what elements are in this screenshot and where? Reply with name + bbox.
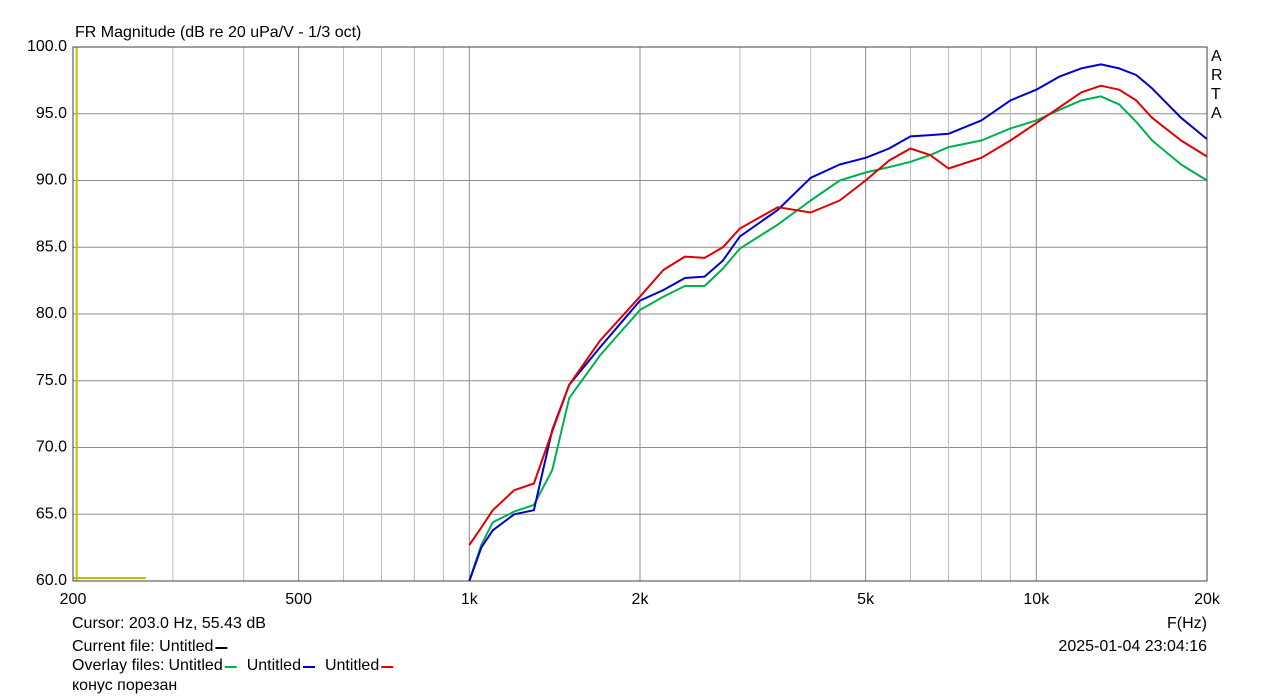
legend-label: Untitled xyxy=(247,657,301,674)
y-tick-label: 65.0 xyxy=(36,505,67,522)
note: конус порезан xyxy=(72,677,177,694)
x-tick-label: 1k xyxy=(461,591,479,608)
cursor-readout: Cursor: 203.0 Hz, 55.43 dB xyxy=(72,615,266,632)
y-tick-label: 80.0 xyxy=(36,305,67,322)
legend-label: Untitled xyxy=(325,657,379,674)
current-file: Current file: Untitled xyxy=(72,638,213,655)
series-line xyxy=(468,95,1208,582)
plot-frame xyxy=(72,46,1208,582)
x-tick-label: 20k xyxy=(1194,591,1221,608)
watermark: ARTA xyxy=(1211,48,1223,122)
grid xyxy=(72,46,1208,582)
y-tick-label: 60.0 xyxy=(36,572,67,589)
y-tick-label: 90.0 xyxy=(36,172,67,189)
legend-label: Untitled xyxy=(168,657,222,674)
x-tick-label: 5k xyxy=(857,591,875,608)
x-tick-label: 500 xyxy=(285,591,312,608)
x-axis-label: F(Hz) xyxy=(1167,615,1207,632)
x-tick-label: 200 xyxy=(60,591,87,608)
overlay-label: Overlay files: xyxy=(72,657,164,674)
timestamp: 2025-01-04 23:04:16 xyxy=(1058,638,1207,655)
x-tick-label: 2k xyxy=(632,591,650,608)
series-line xyxy=(468,63,1208,582)
series-line xyxy=(468,84,1208,546)
x-tick-label: 10k xyxy=(1023,591,1050,608)
y-tick-label: 100.0 xyxy=(27,38,67,55)
chart-title: FR Magnitude (dB re 20 uPa/V - 1/3 oct) xyxy=(75,24,361,41)
y-tick-label: 85.0 xyxy=(36,238,67,255)
y-tick-label: 95.0 xyxy=(36,105,67,122)
y-tick-label: 70.0 xyxy=(36,439,67,456)
curves xyxy=(468,63,1208,582)
y-tick-label: 75.0 xyxy=(36,372,67,389)
